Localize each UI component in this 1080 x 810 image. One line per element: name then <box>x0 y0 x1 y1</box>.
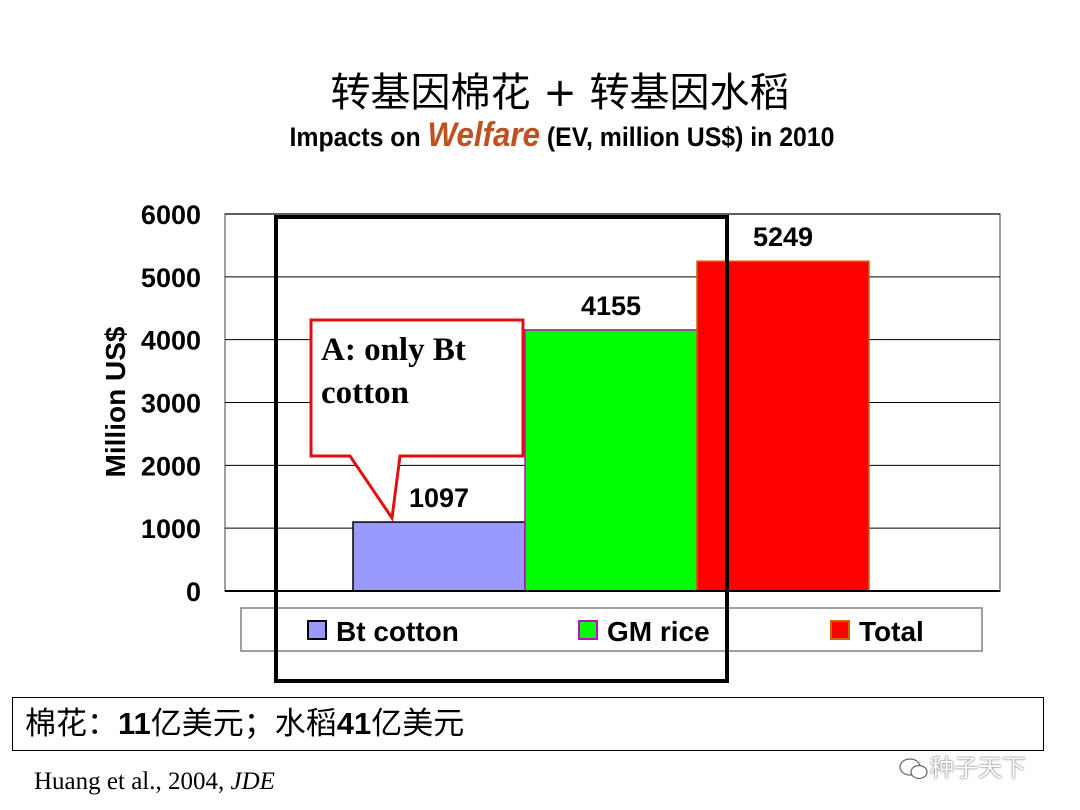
y-tick-label: 4000 <box>141 326 201 356</box>
y-tick-label: 2000 <box>141 451 201 481</box>
y-tick-label: 0 <box>186 577 201 607</box>
english-title: Impacts on Welfare (EV, million US$) in … <box>45 116 1079 155</box>
data-label: 4155 <box>581 291 641 321</box>
legend-label: Bt cotton <box>336 616 459 647</box>
title-highlight: Welfare <box>427 116 540 154</box>
caption-part-3: 亿美元 <box>371 706 465 742</box>
y-tick-labels: 0 1000 2000 3000 4000 5000 6000 <box>141 200 201 607</box>
caption-part-1: 棉花： <box>25 706 118 742</box>
legend-swatch <box>578 620 598 640</box>
title-suffix: (EV, million US$) in 2010 <box>539 122 835 152</box>
citation-journal: JDE <box>230 768 275 795</box>
callout-line-1: A: only Bt <box>321 332 466 368</box>
legend-label: Total <box>859 616 924 647</box>
y-axis-label: Million US$ <box>100 326 131 477</box>
legend-label: GM rice <box>607 616 710 647</box>
data-label: 5249 <box>753 222 813 252</box>
callout-line-2: cotton <box>321 375 409 411</box>
citation-authors: Huang et al., 2004, <box>34 768 231 795</box>
citation: Huang et al., 2004, JDE <box>34 768 275 796</box>
wechat-icon <box>899 758 928 780</box>
bar <box>352 521 526 592</box>
watermark: 种子天下 <box>898 748 1026 783</box>
data-labels: 1097 4155 5249 <box>409 222 813 513</box>
y-tick-label: 5000 <box>141 263 201 293</box>
legend-swatch <box>830 620 850 640</box>
legend-swatch <box>307 620 327 640</box>
y-tick-label: 3000 <box>141 389 201 419</box>
callout: A: only Bt cotton <box>309 318 525 523</box>
watermark-text: 种子天下 <box>930 754 1026 782</box>
callout-shape <box>309 318 525 523</box>
bar <box>524 329 698 592</box>
legend-box <box>240 607 983 652</box>
chinese-title: 转基因棉花 + 转基因水稻 <box>330 70 790 116</box>
legend: Bt cotton GM rice Total <box>307 616 924 647</box>
caption-box: 棉花：11亿美元；水稻41亿美元 <box>12 697 1044 751</box>
y-tick-label: 1000 <box>141 514 201 544</box>
bars <box>352 260 870 592</box>
y-tick-label: 6000 <box>141 200 201 230</box>
bar <box>696 260 870 592</box>
caption-part-2: 亿美元；水稻 <box>150 706 337 742</box>
welfare-bar-chart: 0 1000 2000 3000 4000 5000 6000 1097 4155 5249 M… <box>100 200 1001 683</box>
data-label: 1097 <box>409 483 469 513</box>
highlight-frame <box>274 215 729 683</box>
caption-number-2: 41 <box>336 706 372 741</box>
caption-number-1: 11 <box>118 706 151 741</box>
title-prefix: Impacts on <box>289 122 428 152</box>
